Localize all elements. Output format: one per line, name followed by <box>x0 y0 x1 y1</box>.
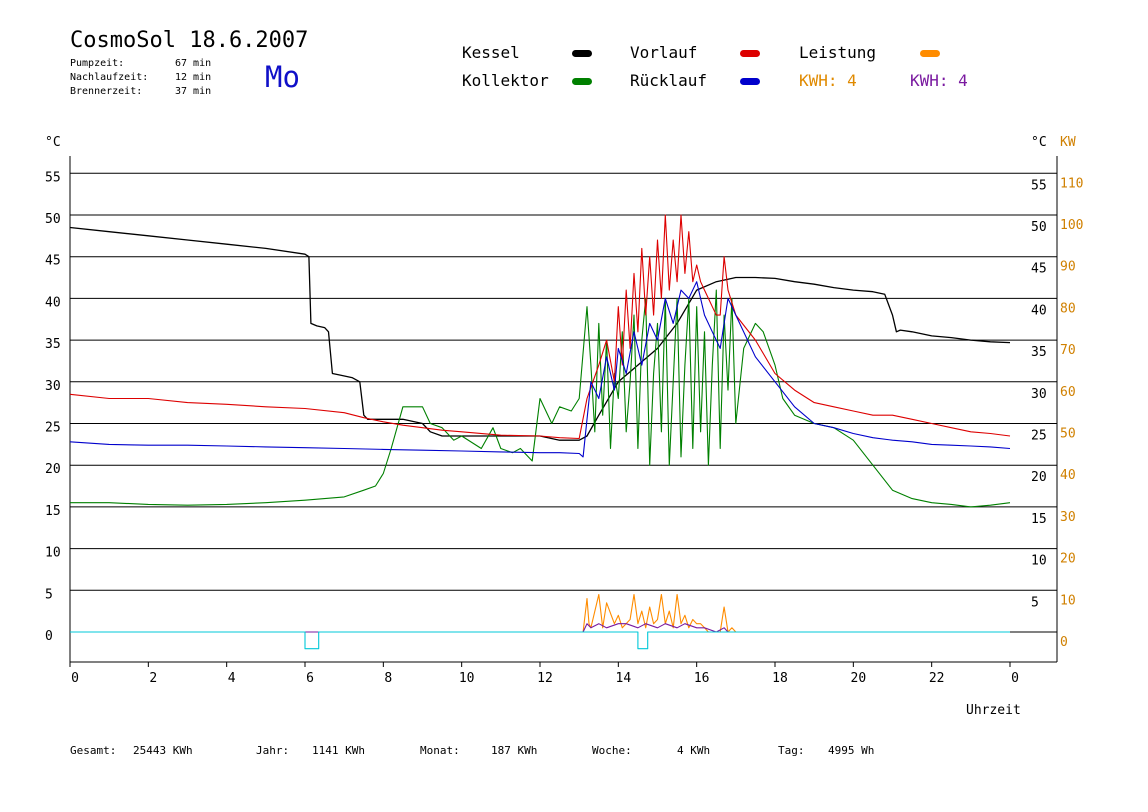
y2-tick-30: 30 <box>1060 510 1076 525</box>
x-axis-label: Uhrzeit <box>966 703 1021 718</box>
stat-brennerzeit-value: 37 min <box>175 86 212 97</box>
y2-tick-90: 90 <box>1060 260 1076 275</box>
series-line-kessel <box>69 226 1011 441</box>
x-tick-10: 20 <box>851 671 867 686</box>
chart-title: CosmoSol 18.6.2007 <box>70 28 309 53</box>
legend-vorlauf-label: Vorlauf <box>630 43 698 62</box>
y-tick-left-20: 20 <box>45 462 61 477</box>
legend-leistung-label: Leistung <box>799 43 877 62</box>
footer-jahr-label: Jahr: <box>256 744 290 757</box>
series-line-pumpe <box>70 631 1010 650</box>
footer-tag-value: 4995 Wh <box>828 744 875 757</box>
y-tick-left-15: 15 <box>45 504 61 519</box>
y-tick-left-50: 50 <box>45 212 61 227</box>
y-tick-right-50: 50 <box>1031 220 1047 235</box>
y-tick-right-5: 5 <box>1031 595 1039 610</box>
y-tick-left-0: 0 <box>45 629 53 644</box>
y-tick-left-40: 40 <box>45 295 61 310</box>
y-tick-right-25: 25 <box>1031 429 1047 444</box>
series-line-vorlauf <box>69 214 1011 440</box>
y2-tick-80: 80 <box>1060 301 1076 316</box>
stat-pumpzeit-value: 67 min <box>175 58 212 69</box>
series-line-r-cklauf <box>69 281 1011 458</box>
x-tick-2: 4 <box>228 671 236 686</box>
y-axis-label-right: °C <box>1031 135 1047 150</box>
weekday-label: Mo <box>265 60 300 94</box>
y-tick-left-10: 10 <box>45 546 61 561</box>
y-tick-left-45: 45 <box>45 254 61 269</box>
x-tick-12: 0 <box>1011 671 1019 686</box>
y2-tick-10: 10 <box>1060 593 1076 608</box>
x-tick-11: 22 <box>929 671 945 686</box>
legend-kwh2-label: KWH: 4 <box>910 71 968 90</box>
y2-tick-20: 20 <box>1060 552 1076 567</box>
stat-brennerzeit-label: Brennerzeit: <box>70 86 143 97</box>
legend-ruecklauf-swatch <box>740 78 760 85</box>
y2-tick-100: 100 <box>1060 218 1083 233</box>
legend-kwh1-label: KWH: 4 <box>799 71 857 90</box>
footer-monat-label: Monat: <box>420 744 460 757</box>
y-tick-right-30: 30 <box>1031 387 1047 402</box>
stat-nachlaufzeit-label: Nachlaufzeit: <box>70 72 149 83</box>
y2-tick-70: 70 <box>1060 343 1076 358</box>
series-line-kollektor <box>70 289 1011 508</box>
x-tick-4: 8 <box>384 671 392 686</box>
footer-woche-value: 4 KWh <box>677 744 711 757</box>
footer-gesamt-label: Gesamt: <box>70 744 117 757</box>
y2-tick-40: 40 <box>1060 468 1076 483</box>
y-tick-right-20: 20 <box>1031 470 1047 485</box>
y2-tick-50: 50 <box>1060 427 1076 442</box>
legend-ruecklauf-label: Rücklauf <box>630 71 708 90</box>
y-tick-right-55: 55 <box>1031 178 1047 193</box>
y-tick-left-25: 25 <box>45 421 61 436</box>
x-tick-8: 16 <box>694 671 710 686</box>
y-tick-right-15: 15 <box>1031 512 1047 527</box>
legend-vorlauf-swatch <box>740 50 760 57</box>
legend-kollektor-swatch <box>572 78 592 85</box>
y-tick-left-35: 35 <box>45 337 61 352</box>
y-tick-left-55: 55 <box>45 170 61 185</box>
legend-kessel-label: Kessel <box>462 43 520 62</box>
stat-pumpzeit-label: Pumpzeit: <box>70 58 125 69</box>
legend-leistung-swatch <box>920 50 940 57</box>
x-tick-7: 14 <box>616 671 632 686</box>
y-tick-right-35: 35 <box>1031 345 1047 360</box>
x-tick-3: 6 <box>306 671 314 686</box>
x-tick-1: 2 <box>149 671 157 686</box>
y-tick-right-45: 45 <box>1031 262 1047 277</box>
x-tick-6: 12 <box>537 671 553 686</box>
y2-tick-110: 110 <box>1060 176 1083 191</box>
footer-monat-value: 187 KWh <box>491 744 538 757</box>
footer-woche-label: Woche: <box>592 744 632 757</box>
y-tick-left-5: 5 <box>45 587 53 602</box>
footer-gesamt-value: 25443 KWh <box>133 744 193 757</box>
x-tick-9: 18 <box>772 671 788 686</box>
y-tick-right-40: 40 <box>1031 303 1047 318</box>
y-tick-left-30: 30 <box>45 379 61 394</box>
x-tick-5: 10 <box>459 671 475 686</box>
legend-kollektor-label: Kollektor <box>462 71 549 90</box>
y-axis-label-left: °C <box>45 135 61 150</box>
legend-kessel-swatch <box>572 50 592 57</box>
y2-tick-0: 0 <box>1060 635 1068 650</box>
y2-tick-60: 60 <box>1060 385 1076 400</box>
series-line-leistung <box>70 593 1010 633</box>
footer-tag-label: Tag: <box>778 744 805 757</box>
footer-jahr-value: 1141 KWh <box>312 744 365 757</box>
stat-nachlaufzeit-value: 12 min <box>175 72 212 83</box>
y-tick-right-10: 10 <box>1031 554 1047 569</box>
y2-axis-label: KW <box>1060 135 1076 150</box>
series-line-kwh <box>70 623 1010 633</box>
x-tick-0: 0 <box>71 671 79 686</box>
